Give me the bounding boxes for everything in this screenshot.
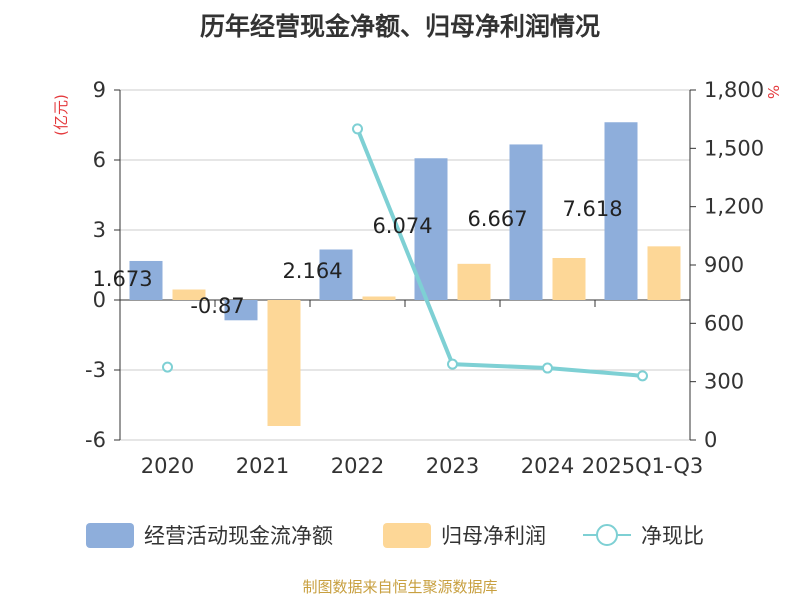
legend-ratio-marker bbox=[596, 524, 618, 546]
left-tick-label: 6 bbox=[93, 148, 106, 172]
right-tick-label: 900 bbox=[704, 253, 744, 277]
axes: 9 6 3 0 -3 -6 1,800 1,500 1,200 900 600 300 0 2020 202… bbox=[85, 78, 764, 478]
left-tick-label: 9 bbox=[93, 78, 106, 102]
ratio-point bbox=[637, 370, 648, 382]
ratio-point bbox=[352, 123, 363, 135]
right-tick-label: 600 bbox=[704, 311, 744, 335]
left-tick-label: -6 bbox=[85, 428, 106, 452]
category-label: 2020 bbox=[141, 454, 194, 478]
cashflow-data-label: 7.618 bbox=[562, 197, 622, 221]
ratio-point bbox=[162, 361, 173, 373]
left-tick-label: 3 bbox=[93, 218, 106, 242]
ratio-line bbox=[162, 123, 648, 382]
cashflow-data-label: 6.074 bbox=[372, 214, 432, 238]
right-tick-label: 1,800 bbox=[704, 78, 764, 102]
legend-cashflow-swatch bbox=[86, 523, 134, 548]
legend-cashflow-label: 经营活动现金流净额 bbox=[144, 524, 333, 548]
source-note: 制图数据来自恒生聚源数据库 bbox=[302, 578, 497, 596]
netprofit-bar bbox=[267, 300, 301, 426]
right-tick-label: 300 bbox=[704, 370, 744, 394]
ratio-point bbox=[542, 362, 553, 374]
left-tick-label: -3 bbox=[85, 358, 106, 382]
data-labels: 1.673 -0.87 2.164 6.074 6.667 7.618 bbox=[92, 197, 622, 318]
netprofit-bar bbox=[362, 296, 396, 300]
cashflow-data-label: 6.667 bbox=[467, 207, 527, 231]
right-tick-label: 1,500 bbox=[704, 136, 764, 160]
cashflow-bar bbox=[129, 260, 163, 300]
netprofit-bar bbox=[647, 246, 681, 300]
bars bbox=[129, 122, 681, 426]
cashflow-bar bbox=[604, 122, 638, 300]
chart-title: 历年经营现金净额、归母净利润情况 bbox=[200, 12, 600, 41]
ratio-point bbox=[447, 358, 458, 370]
cashflow-bar bbox=[319, 249, 353, 300]
category-label: 2023 bbox=[426, 454, 479, 478]
category-label: 2025Q1-Q3 bbox=[582, 454, 704, 478]
left-axis-unit: (亿元) bbox=[52, 94, 70, 136]
category-label: 2022 bbox=[331, 454, 384, 478]
right-tick-label: 0 bbox=[704, 428, 717, 452]
legend-ratio-label: 净现比 bbox=[641, 524, 704, 548]
cashflow-data-label: 1.673 bbox=[92, 267, 152, 291]
cashflow-data-label: 2.164 bbox=[282, 259, 342, 283]
cashflow-bar bbox=[224, 300, 258, 321]
legend: 经营活动现金流净额 归母净利润 净现比 bbox=[86, 523, 704, 548]
netprofit-bar bbox=[552, 258, 586, 300]
category-label: 2021 bbox=[236, 454, 289, 478]
right-axis-unit: % bbox=[764, 85, 782, 99]
category-label: 2024 bbox=[521, 454, 574, 478]
right-tick-label: 1,200 bbox=[704, 195, 764, 219]
cashflow-data-label: -0.87 bbox=[190, 294, 244, 318]
legend-netprofit-swatch bbox=[383, 523, 431, 548]
ratio-line-segment bbox=[355, 128, 643, 378]
left-tick-label: 0 bbox=[93, 288, 106, 312]
netprofit-bar bbox=[172, 289, 206, 300]
cashflow-bar bbox=[414, 158, 448, 300]
cashflow-bar bbox=[509, 144, 543, 300]
netprofit-bar bbox=[457, 263, 491, 300]
legend-netprofit-label: 归母净利润 bbox=[441, 524, 546, 548]
